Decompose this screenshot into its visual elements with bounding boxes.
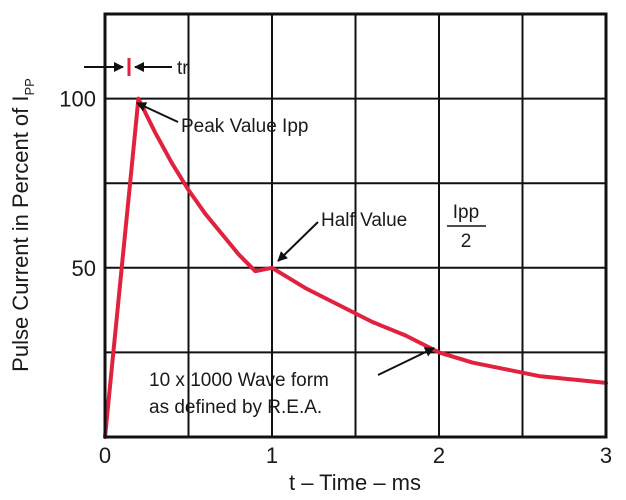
half-label: Half Value — [321, 210, 407, 231]
plot-frame — [103, 12, 608, 439]
wave-label-line2: as defined by R.E.A. — [149, 397, 322, 418]
x-tick-label: 3 — [600, 443, 612, 468]
tr-label: tr — [177, 58, 189, 79]
y-axis-title: Pulse Current in Percent of IPP — [8, 78, 37, 372]
x-axis-title: t – Time – ms — [289, 470, 421, 495]
peak-label: Peak Value Ipp — [181, 116, 308, 137]
half-fraction-numerator: Ipp — [453, 202, 479, 223]
series-line — [103, 96, 608, 439]
x-tick-label: 1 — [266, 443, 278, 468]
wave-arrow — [377, 347, 435, 376]
y-tick-label: 50 — [72, 256, 96, 281]
y-tick-label: 100 — [59, 87, 96, 112]
series-layer — [103, 96, 608, 439]
y-axis-title-main: Pulse Current in Percent of I — [8, 95, 33, 371]
tick-labels: 0 1 2 3 50 100 — [59, 87, 612, 468]
x-tick-label: 2 — [433, 443, 445, 468]
y-axis-title-subscript: PP — [22, 78, 37, 95]
wave-label-line1: 10 x 1000 Wave form — [149, 370, 329, 391]
half-arrow — [277, 221, 319, 262]
half-fraction-denominator: 2 — [461, 231, 472, 252]
peak-arrow — [136, 102, 179, 123]
grid-lines — [105, 14, 606, 437]
x-tick-label: 0 — [99, 443, 111, 468]
